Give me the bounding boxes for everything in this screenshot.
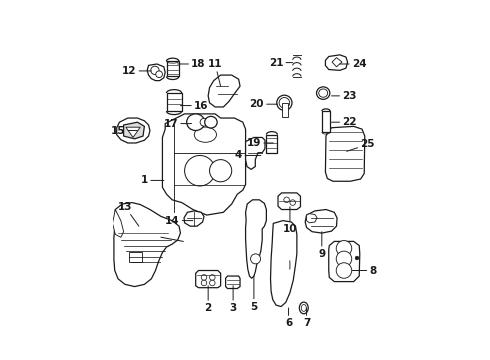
Text: 7: 7 bbox=[303, 308, 310, 328]
Polygon shape bbox=[325, 55, 347, 70]
Text: 12: 12 bbox=[122, 66, 151, 76]
Text: 13: 13 bbox=[118, 202, 139, 226]
Polygon shape bbox=[278, 193, 300, 210]
Circle shape bbox=[290, 200, 295, 205]
Text: 10: 10 bbox=[283, 207, 297, 234]
Text: 24: 24 bbox=[340, 59, 367, 69]
Text: 8: 8 bbox=[352, 266, 377, 275]
Ellipse shape bbox=[319, 89, 328, 97]
Polygon shape bbox=[307, 214, 317, 223]
Text: 25: 25 bbox=[347, 139, 375, 151]
Polygon shape bbox=[332, 58, 342, 67]
Circle shape bbox=[151, 66, 159, 75]
Circle shape bbox=[201, 280, 207, 286]
Polygon shape bbox=[305, 210, 337, 233]
Text: 2: 2 bbox=[204, 286, 212, 313]
Polygon shape bbox=[245, 200, 267, 278]
Text: 18: 18 bbox=[178, 59, 206, 69]
Polygon shape bbox=[147, 64, 165, 81]
Text: 11: 11 bbox=[208, 59, 222, 86]
Text: 5: 5 bbox=[250, 276, 258, 311]
Polygon shape bbox=[117, 118, 150, 143]
Polygon shape bbox=[225, 276, 240, 288]
Circle shape bbox=[250, 254, 261, 264]
Text: 23: 23 bbox=[332, 91, 357, 101]
Polygon shape bbox=[270, 221, 297, 306]
Text: 17: 17 bbox=[164, 118, 192, 129]
Circle shape bbox=[185, 156, 215, 186]
Text: 15: 15 bbox=[111, 126, 138, 135]
Text: 20: 20 bbox=[249, 99, 277, 109]
Bar bbox=[129, 252, 142, 262]
Text: 6: 6 bbox=[285, 308, 292, 328]
Polygon shape bbox=[184, 211, 204, 226]
Circle shape bbox=[201, 275, 207, 280]
Circle shape bbox=[210, 280, 215, 286]
Bar bbox=[267, 135, 277, 153]
Polygon shape bbox=[245, 138, 265, 169]
Circle shape bbox=[210, 275, 215, 280]
Bar bbox=[167, 61, 179, 76]
Polygon shape bbox=[114, 203, 180, 287]
Polygon shape bbox=[113, 210, 123, 237]
Text: 19: 19 bbox=[246, 138, 273, 148]
Circle shape bbox=[355, 256, 359, 260]
Ellipse shape bbox=[299, 302, 308, 314]
Text: 1: 1 bbox=[141, 175, 164, 185]
Ellipse shape bbox=[205, 116, 217, 128]
Polygon shape bbox=[126, 127, 140, 138]
Circle shape bbox=[336, 263, 352, 278]
Bar bbox=[282, 103, 288, 117]
Text: 14: 14 bbox=[165, 216, 193, 226]
Text: 16: 16 bbox=[180, 100, 208, 111]
Ellipse shape bbox=[200, 118, 208, 126]
Polygon shape bbox=[329, 242, 360, 282]
Ellipse shape bbox=[279, 98, 290, 108]
Ellipse shape bbox=[301, 305, 306, 311]
Polygon shape bbox=[325, 126, 365, 181]
Circle shape bbox=[156, 71, 162, 77]
Circle shape bbox=[336, 240, 352, 256]
Ellipse shape bbox=[187, 114, 205, 131]
Text: 22: 22 bbox=[332, 117, 357, 127]
Text: 21: 21 bbox=[269, 58, 293, 68]
Polygon shape bbox=[123, 122, 145, 139]
Circle shape bbox=[336, 251, 352, 267]
Polygon shape bbox=[208, 75, 240, 107]
Bar bbox=[167, 93, 182, 111]
Ellipse shape bbox=[277, 95, 292, 111]
Text: 4: 4 bbox=[235, 150, 261, 161]
Circle shape bbox=[210, 159, 232, 182]
Polygon shape bbox=[196, 270, 220, 288]
Ellipse shape bbox=[317, 87, 330, 99]
Polygon shape bbox=[162, 114, 245, 215]
Circle shape bbox=[284, 197, 290, 203]
Text: 9: 9 bbox=[318, 232, 325, 259]
Text: 3: 3 bbox=[229, 286, 237, 313]
Bar bbox=[322, 111, 330, 132]
Ellipse shape bbox=[195, 127, 217, 142]
